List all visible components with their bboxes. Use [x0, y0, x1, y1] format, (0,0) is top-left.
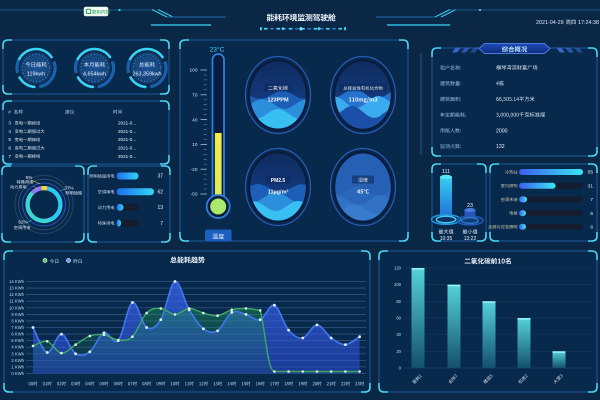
- svg-text:62: 62: [157, 189, 163, 195]
- svg-text:2021-0...: 2021-0...: [118, 137, 136, 142]
- svg-text:5 KWh: 5 KWh: [11, 338, 24, 343]
- svg-text:13:22: 13:22: [464, 236, 477, 242]
- svg-text:37: 37: [157, 174, 163, 180]
- svg-text:-20: -20: [191, 167, 198, 173]
- svg-text:40: 40: [192, 117, 198, 123]
- svg-text:3 KWh: 3 KWh: [11, 351, 24, 356]
- svg-text:0 KWh: 0 KWh: [11, 371, 24, 376]
- svg-text:62%: 62%: [18, 220, 27, 225]
- svg-text:10 KWh: 10 KWh: [9, 305, 25, 310]
- svg-text:1 KWh: 1 KWh: [11, 364, 24, 369]
- svg-text:4,654kwh: 4,654kwh: [83, 72, 106, 78]
- svg-text:111: 111: [442, 169, 450, 175]
- svg-text:10: 10: [192, 142, 198, 148]
- svg-text:100: 100: [394, 282, 402, 287]
- svg-text:#: #: [8, 110, 11, 116]
- svg-text:11 KWh: 11 KWh: [9, 299, 24, 304]
- svg-text:132: 132: [496, 144, 505, 150]
- svg-text:37%: 37%: [64, 186, 73, 191]
- svg-text:2021-0...: 2021-0...: [118, 154, 136, 159]
- svg-text:60: 60: [396, 316, 401, 321]
- svg-text:9 KWh: 9 KWh: [11, 312, 24, 317]
- svg-text:5: 5: [8, 137, 11, 142]
- svg-text:7: 7: [8, 154, 11, 159]
- svg-text:13 KWh: 13 KWh: [9, 286, 25, 291]
- svg-text:23: 23: [467, 203, 473, 209]
- svg-text:14 KWh: 14 KWh: [9, 279, 25, 284]
- svg-text:100: 100: [189, 68, 197, 74]
- svg-text:2000: 2000: [496, 128, 508, 134]
- svg-text:31: 31: [588, 183, 594, 189]
- svg-text:5%: 5%: [26, 175, 33, 180]
- svg-text:-50: -50: [191, 192, 198, 198]
- svg-text:2021-04-29: 2021-04-29: [536, 20, 564, 26]
- svg-text:23°C: 23°C: [210, 46, 225, 54]
- svg-text:7: 7: [590, 197, 593, 203]
- svg-text:263,359kwh: 263,359kwh: [132, 72, 161, 78]
- svg-text:6: 6: [590, 211, 593, 217]
- svg-text:PM2.5: PM2.5: [271, 178, 286, 184]
- svg-text:2021-0...: 2021-0...: [118, 121, 136, 126]
- svg-text:6 KWh: 6 KWh: [11, 332, 24, 337]
- svg-text:40: 40: [396, 332, 401, 337]
- svg-text:12 KWh: 12 KWh: [9, 292, 25, 297]
- svg-text:119kwh: 119kwh: [27, 72, 45, 78]
- svg-text:55: 55: [588, 170, 594, 176]
- svg-text:6: 6: [8, 146, 11, 151]
- svg-text:6: 6: [590, 225, 593, 231]
- svg-text:2 KWh: 2 KWh: [11, 358, 24, 363]
- svg-text:17:24:38: 17:24:38: [578, 20, 599, 26]
- svg-text:20: 20: [396, 349, 401, 354]
- svg-text:0: 0: [399, 366, 402, 371]
- svg-text:8 KWh: 8 KWh: [11, 318, 24, 323]
- svg-text:123PPM: 123PPM: [267, 98, 289, 104]
- svg-text:13: 13: [157, 205, 163, 211]
- svg-text:2021-0...: 2021-0...: [118, 146, 136, 151]
- svg-text:120: 120: [394, 266, 402, 271]
- svg-text:7: 7: [160, 221, 163, 227]
- svg-text:80: 80: [396, 299, 401, 304]
- svg-text:3: 3: [8, 121, 11, 126]
- svg-text:7 KWh: 7 KWh: [11, 325, 24, 330]
- svg-text:70: 70: [192, 93, 198, 99]
- svg-text:4: 4: [8, 129, 11, 134]
- svg-text:2021-0...: 2021-0...: [118, 129, 136, 134]
- svg-text:10:35: 10:35: [440, 236, 453, 242]
- svg-text:4 KWh: 4 KWh: [11, 345, 24, 350]
- svg-text:11µg/m³: 11µg/m³: [268, 189, 289, 196]
